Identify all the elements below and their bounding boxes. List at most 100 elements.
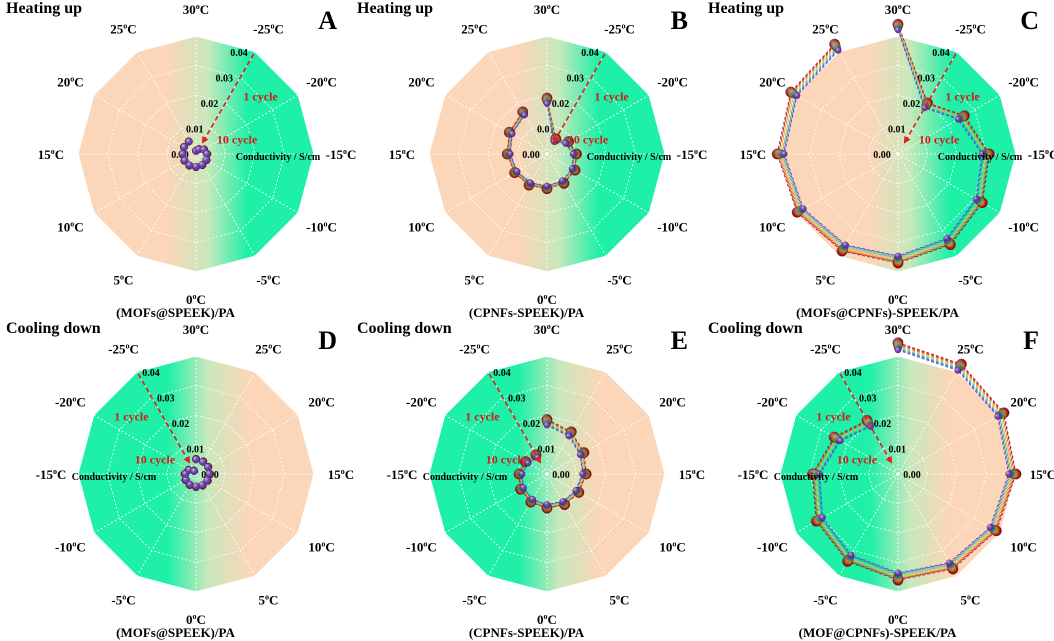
radial-tick-label: 0.01 xyxy=(186,124,204,135)
cycle-point-shine xyxy=(559,498,566,505)
temperature-label: -15oC xyxy=(677,147,708,162)
cycle-series-line xyxy=(776,24,990,264)
cycle-series-line xyxy=(777,24,990,263)
temperature-label: -25oC xyxy=(604,21,635,36)
temperature-label: 5oC xyxy=(961,593,981,608)
panel-title-f: Cooling down xyxy=(708,320,803,337)
temperature-label: -10oC xyxy=(657,220,688,235)
temperature-label: -5oC xyxy=(958,273,982,288)
panel-letter-b: B xyxy=(670,6,688,35)
radial-tick-label: 0.01 xyxy=(889,444,907,455)
cycle-arrow xyxy=(137,373,191,465)
panel-letter-c: C xyxy=(1020,6,1039,35)
cycle-point-shine xyxy=(185,138,193,146)
temperature-label: 30oC xyxy=(885,2,911,17)
cycle-point-shine xyxy=(521,112,528,119)
radial-tick-label: 0.03 xyxy=(567,73,585,84)
cycle-first-label: 1 cycle xyxy=(114,410,149,424)
temperature-label: 0oC xyxy=(186,612,206,627)
radial-axis-label: Conductivity / S/cm xyxy=(423,472,508,483)
radial-tick-label: 0.02 xyxy=(172,419,190,430)
temperature-label: 15oC xyxy=(38,147,64,162)
temperature-label: -15oC xyxy=(387,467,418,482)
cycle-point-shine xyxy=(994,413,1001,420)
temperature-label: 10oC xyxy=(1010,540,1036,555)
cycle-first-label: 1 cycle xyxy=(465,410,500,424)
panel-b: 30oC -25oC -20oC -15oC -10oC -5oC 0oC 5oC 10oC 15… xyxy=(351,0,707,320)
cycle-point-shine xyxy=(577,451,584,458)
cycle-series-line xyxy=(817,348,1011,575)
temperature-label: -10oC xyxy=(406,540,437,555)
grid-ring xyxy=(487,94,607,214)
temperature-label: -5oC xyxy=(256,273,280,288)
cycle-point-shine xyxy=(800,205,807,212)
grid-ring xyxy=(487,414,607,534)
radial-tick-label: 0.00 xyxy=(903,470,921,481)
cycle-point-shine xyxy=(848,552,855,558)
temperature-label: -25oC xyxy=(459,341,490,356)
panel-letter-f: F xyxy=(1023,326,1039,355)
radial-tick-label: 0.03 xyxy=(157,393,175,404)
cycle-series-line xyxy=(778,25,989,262)
grid-ring xyxy=(838,94,958,214)
temperature-label: -5oC xyxy=(607,273,631,288)
cycle-last-label: 10 cycle xyxy=(486,453,527,467)
cycle-point-shine xyxy=(199,458,207,466)
temperature-label: 5oC xyxy=(465,273,485,288)
panel-caption-c: (MOFs@CPNFs)-SPEEK/PA xyxy=(796,305,959,320)
cycle-point-shine xyxy=(203,476,211,485)
temperature-label: 20oC xyxy=(1010,395,1036,410)
radial-tick-label: 0.04 xyxy=(142,368,160,379)
temperature-label: -20oC xyxy=(55,395,86,410)
cycle-first-label: 1 cycle xyxy=(945,90,980,104)
cycle-point-shine xyxy=(837,437,844,444)
radial-axis-label: Conductivity / S/cm xyxy=(938,152,1023,163)
cycle-point-shine xyxy=(842,241,849,248)
cycle-point-shine xyxy=(180,143,188,151)
cycle-point-shine xyxy=(979,151,986,157)
cycle-series-line xyxy=(812,343,1016,580)
cycle-point-shine xyxy=(943,235,950,242)
cycle-point-shine xyxy=(570,151,576,157)
temperature-label: 10oC xyxy=(659,540,685,555)
panel-letter-a: A xyxy=(318,6,337,35)
panel-a: 30oC -25oC -20oC -15oC -10oC -5oC 0oC 5oC 10oC 15… xyxy=(0,0,356,320)
cycle-point-shine xyxy=(895,252,901,259)
temperature-label: 10oC xyxy=(408,220,434,235)
temperature-label: -20oC xyxy=(657,75,688,90)
cycle-arrow-head xyxy=(552,136,560,144)
panel-title-c: Heating up xyxy=(708,0,785,17)
radial-axis-label: Conductivity / S/cm xyxy=(236,152,321,163)
cycle-point-shine xyxy=(565,433,572,440)
polar-chart-d: 30oC 25oC 20oC 15oC 10oC 5oC 0oC -5oC -10oC -15oC… xyxy=(36,322,355,627)
polar-chart-e: 30oC 25oC 20oC 15oC 10oC 5oC 0oC -5oC -10oC -15oC… xyxy=(387,322,706,627)
radial-tick-label: 0.02 xyxy=(552,99,570,110)
cycle-point-shine xyxy=(562,140,569,147)
temperature-label: 20oC xyxy=(57,75,83,90)
temperature-label: 10oC xyxy=(57,220,83,235)
cycle-point-shine xyxy=(181,156,189,165)
panel-c: 30oC -25oC -20oC -15oC -10oC -5oC 0oC 5oC 10oC 15… xyxy=(702,0,1054,320)
panel-f: 30oC 25oC 20oC 15oC 10oC 5oC 0oC -5oC -10oC -15oC… xyxy=(702,320,1054,640)
temperature-label: -25oC xyxy=(810,341,841,356)
cycle-arrow-head xyxy=(201,136,209,144)
radial-tick-label: 0.00 xyxy=(522,150,540,161)
temperature-label: 20oC xyxy=(308,395,334,410)
temperature-label: -15oC xyxy=(36,467,67,482)
panel-title-b: Heating up xyxy=(357,0,434,17)
cycle-point-shine xyxy=(179,150,187,158)
temperature-label: 30oC xyxy=(534,2,560,17)
temperature-label: 0oC xyxy=(537,612,557,627)
cycle-point-shine xyxy=(544,100,550,107)
cycle-series-line xyxy=(782,28,985,258)
polar-chart-c: 30oC -25oC -20oC -15oC -10oC -5oC 0oC 5oC 10oC 15… xyxy=(740,2,1054,307)
cycle-point-shine xyxy=(529,496,536,502)
cycle-point-shine xyxy=(514,168,521,175)
cycle-point-shine xyxy=(544,501,550,508)
cycle-arrow xyxy=(903,53,957,145)
cycle-arrow xyxy=(201,53,255,145)
panel-letter-e: E xyxy=(670,326,688,355)
temperature-label: -5oC xyxy=(111,593,135,608)
cycle-first-label: 1 cycle xyxy=(816,410,851,424)
